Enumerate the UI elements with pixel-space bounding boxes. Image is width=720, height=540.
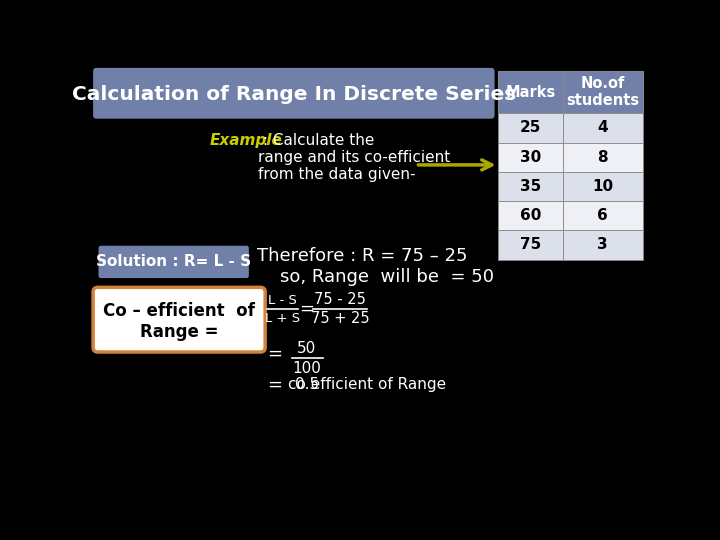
Text: 75 - 25: 75 - 25	[315, 292, 366, 307]
Text: 35: 35	[520, 179, 541, 194]
Bar	[498, 172, 563, 201]
Bar	[498, 71, 642, 113]
Text: Calculation of Range In Discrete Series: Calculation of Range In Discrete Series	[72, 85, 516, 104]
Text: =: =	[300, 300, 315, 318]
Text: 50: 50	[297, 341, 317, 356]
Text: 8: 8	[598, 150, 608, 165]
Bar	[563, 172, 642, 201]
Bar	[498, 143, 563, 172]
Bar	[498, 113, 563, 143]
Text: 30: 30	[520, 150, 541, 165]
Bar	[563, 113, 642, 143]
Text: 0.5: 0.5	[295, 377, 319, 392]
Text: 3: 3	[598, 238, 608, 253]
Text: 25: 25	[520, 120, 541, 136]
Text: 4: 4	[598, 120, 608, 136]
Text: 60: 60	[520, 208, 541, 223]
Text: 100: 100	[292, 361, 321, 376]
Text: Solution : R= L - S: Solution : R= L - S	[96, 254, 251, 269]
Text: co efficient of Range: co efficient of Range	[289, 377, 446, 392]
Text: 75: 75	[520, 238, 541, 253]
FancyBboxPatch shape	[93, 287, 265, 352]
Bar	[563, 143, 642, 172]
Text: 6: 6	[598, 208, 608, 223]
Text: L - S: L - S	[268, 294, 297, 307]
Text: Range =: Range =	[140, 323, 218, 341]
Text: L + S: L + S	[265, 312, 300, 325]
Text: No.of
students: No.of students	[566, 76, 639, 109]
Text: 10: 10	[592, 179, 613, 194]
Bar	[563, 231, 642, 260]
FancyBboxPatch shape	[99, 246, 249, 278]
Bar	[563, 201, 642, 231]
Text: : Calculate the
range and its co-efficient
from the data given-: : Calculate the range and its co-efficie…	[258, 132, 451, 183]
Text: =: =	[267, 375, 282, 393]
Text: Therefore : R = 75 – 25
    so, Range  will be  = 50: Therefore : R = 75 – 25 so, Range will b…	[256, 247, 494, 286]
Bar	[498, 201, 563, 231]
Text: =: =	[267, 345, 282, 362]
Bar	[498, 231, 563, 260]
Text: Example: Example	[210, 132, 283, 147]
Text: 75 + 25: 75 + 25	[311, 312, 369, 326]
Text: Marks: Marks	[505, 85, 556, 100]
FancyBboxPatch shape	[93, 68, 495, 119]
Text: Co – efficient  of: Co – efficient of	[103, 302, 255, 320]
